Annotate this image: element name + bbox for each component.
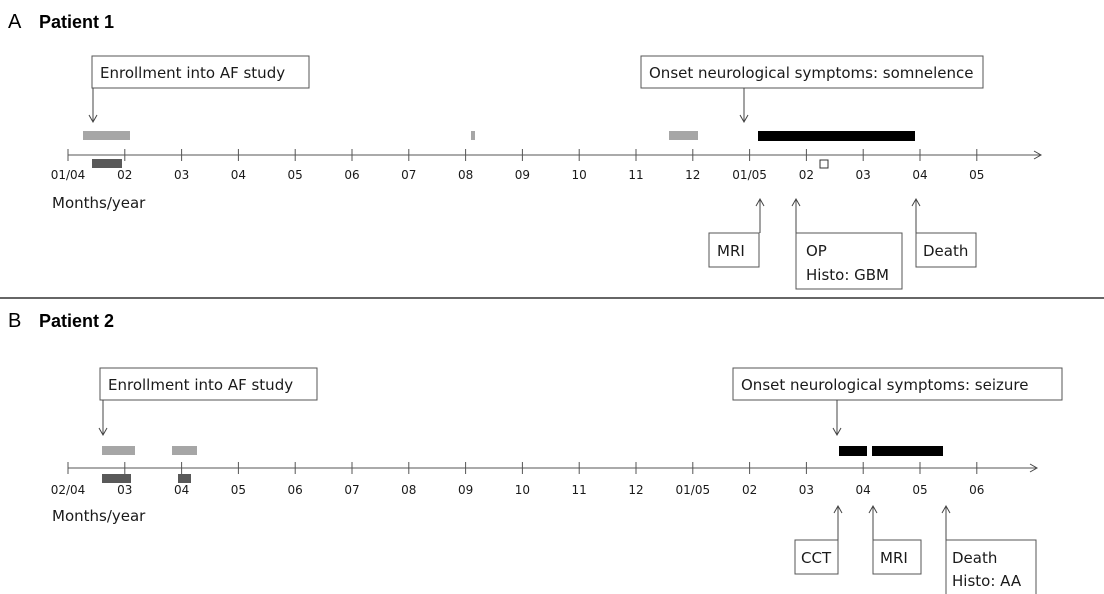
panel-a-op-line1: OP <box>806 242 827 260</box>
panel-a-death-arrowhead <box>911 197 921 207</box>
panel-b-bar-light-2 <box>172 446 197 455</box>
panel-a-axis-caption: Months/year <box>52 194 146 212</box>
panel-b-tick-label: 09 <box>458 483 473 497</box>
panel-b-enrollment-box <box>99 367 318 401</box>
panel-b-tick-label: 06 <box>969 483 984 497</box>
panel-a-bar-light-2 <box>471 131 475 140</box>
panel-b-onset-label: Onset neurological symptoms: seizure <box>741 376 1028 394</box>
panel-a-death-box <box>915 232 977 268</box>
panel-b-cct-box <box>794 539 839 575</box>
panel-a-tick-label: 11 <box>628 168 643 182</box>
panel-b-tick-label: 04 <box>856 483 871 497</box>
panel-a-tick-label: 02 <box>799 168 814 182</box>
panel-b-cct-label: CCT <box>801 549 832 567</box>
panel-b-bar-dark-2 <box>178 474 191 483</box>
panel-a-op-arrowhead <box>791 197 801 207</box>
panel-a-onset-label: Onset neurological symptoms: somnelence <box>649 64 974 82</box>
panel-b-cct-arrowhead <box>833 504 843 514</box>
panel-a-tick-label: 01/05 <box>732 168 767 182</box>
panel-b-enrollment-arrowhead <box>98 427 108 437</box>
panel-b-bar-dark-1 <box>102 474 131 483</box>
panel-b-tick-label: 03 <box>117 483 132 497</box>
panel-b-mri-arrowhead <box>868 504 878 514</box>
panel-a-tick-label: 07 <box>401 168 416 182</box>
panel-a-tick-label: 09 <box>515 168 530 182</box>
panel-a-bar-black <box>758 131 915 141</box>
panel-b-tick-label: 02/04 <box>51 483 86 497</box>
panel-a-tick-label: 02 <box>117 168 132 182</box>
panel-a-enrollment-box <box>91 55 310 89</box>
panel-b-axis-caption: Months/year <box>52 507 146 525</box>
panel-a-mri-arrowhead <box>755 197 765 207</box>
panel-a-tick-label: 12 <box>685 168 700 182</box>
panel-a-death-label: Death <box>923 242 968 260</box>
panel-a-mri-box <box>708 232 760 268</box>
panel-a-tick-label: 05 <box>969 168 984 182</box>
panel-a-title: Patient 1 <box>39 12 114 32</box>
panel-a-tick-label: 04 <box>231 168 246 182</box>
panel-b-tick-label: 03 <box>799 483 814 497</box>
panel-b-ticks: 02/04 03 04 05 06 07 08 09 10 11 12 01/05 02 03 04 05 06 <box>51 462 984 497</box>
panel-b-letter: B <box>8 310 21 332</box>
panel-b-tick-label: 07 <box>344 483 359 497</box>
panel-a-tick-label: 08 <box>458 168 473 182</box>
panel-b: B Patient 2 Enrollment into AF study Ons… <box>8 310 1063 594</box>
panel-b-onset-arrowhead <box>832 427 842 437</box>
panel-a: A Patient 1 Enrollment into AF study Ons… <box>8 11 1043 290</box>
panel-a-letter: A <box>8 11 22 33</box>
panel-a-tick-label: 01/04 <box>51 168 86 182</box>
panel-b-mri-label: MRI <box>880 549 908 567</box>
panel-a-open-square <box>819 159 829 169</box>
panel-a-tick-label: 03 <box>174 168 189 182</box>
panel-a-tick-label: 04 <box>912 168 927 182</box>
panel-b-bar-light-1 <box>102 446 135 455</box>
panel-b-enrollment-label: Enrollment into AF study <box>108 376 293 394</box>
panel-a-tick-label: 06 <box>344 168 359 182</box>
panel-a-op-box <box>795 232 903 290</box>
panel-a-op-line2: Histo: GBM <box>806 266 889 284</box>
panel-b-death-arrowhead <box>941 504 951 514</box>
panel-b-tick-label: 02 <box>742 483 757 497</box>
panel-a-onset-arrowhead <box>739 114 749 124</box>
panel-a-ticks: 01/04 02 03 04 05 06 07 08 09 10 11 12 01/05 02 03 04 05 <box>51 149 984 182</box>
panel-b-axis-arrowhead <box>1029 463 1039 473</box>
panel-b-death-line1: Death <box>952 549 997 567</box>
panel-a-bar-light-3 <box>669 131 698 140</box>
panel-b-mri-box <box>872 539 922 575</box>
panel-b-tick-label: 05 <box>231 483 246 497</box>
panel-b-onset-box <box>732 367 1063 401</box>
panel-a-bar-light-1 <box>83 131 130 140</box>
panel-b-tick-label: 12 <box>628 483 643 497</box>
panel-a-enrollment-label: Enrollment into AF study <box>100 64 285 82</box>
panel-b-tick-label: 10 <box>515 483 530 497</box>
panel-a-tick-label: 05 <box>288 168 303 182</box>
panel-b-tick-label: 04 <box>174 483 189 497</box>
panel-b-death-box <box>945 539 1037 594</box>
panel-a-mri-label: MRI <box>717 242 745 260</box>
panel-b-title: Patient 2 <box>39 311 114 331</box>
panel-b-tick-label: 06 <box>288 483 303 497</box>
panel-a-tick-label: 03 <box>856 168 871 182</box>
panel-b-bar-black-1 <box>839 446 867 456</box>
panel-a-tick-label: 10 <box>572 168 587 182</box>
panel-b-tick-label: 01/05 <box>676 483 711 497</box>
panel-a-bar-dark <box>92 159 122 168</box>
panel-b-tick-label: 05 <box>912 483 927 497</box>
panel-b-bar-black-2 <box>872 446 943 456</box>
panel-a-enrollment-arrowhead <box>88 114 98 124</box>
panel-a-onset-box <box>640 55 984 89</box>
panel-b-tick-label: 11 <box>572 483 587 497</box>
panel-b-tick-label: 08 <box>401 483 416 497</box>
panel-a-axis-arrowhead <box>1033 150 1043 160</box>
panel-b-death-line2: Histo: AA <box>952 572 1022 590</box>
